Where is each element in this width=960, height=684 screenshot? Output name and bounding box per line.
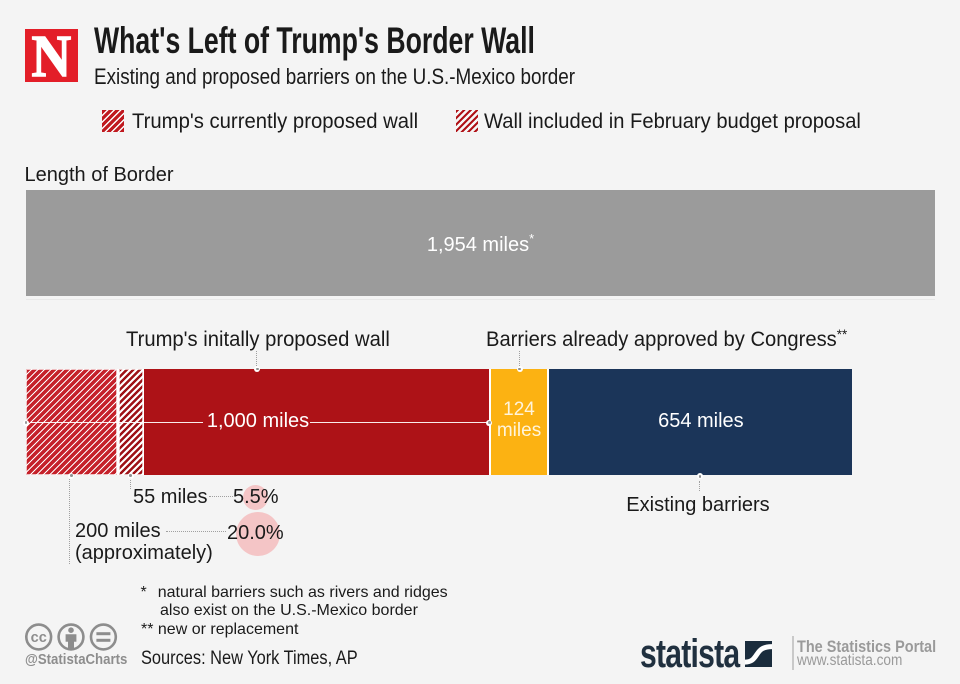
svg-text:cc: cc [31,630,47,646]
